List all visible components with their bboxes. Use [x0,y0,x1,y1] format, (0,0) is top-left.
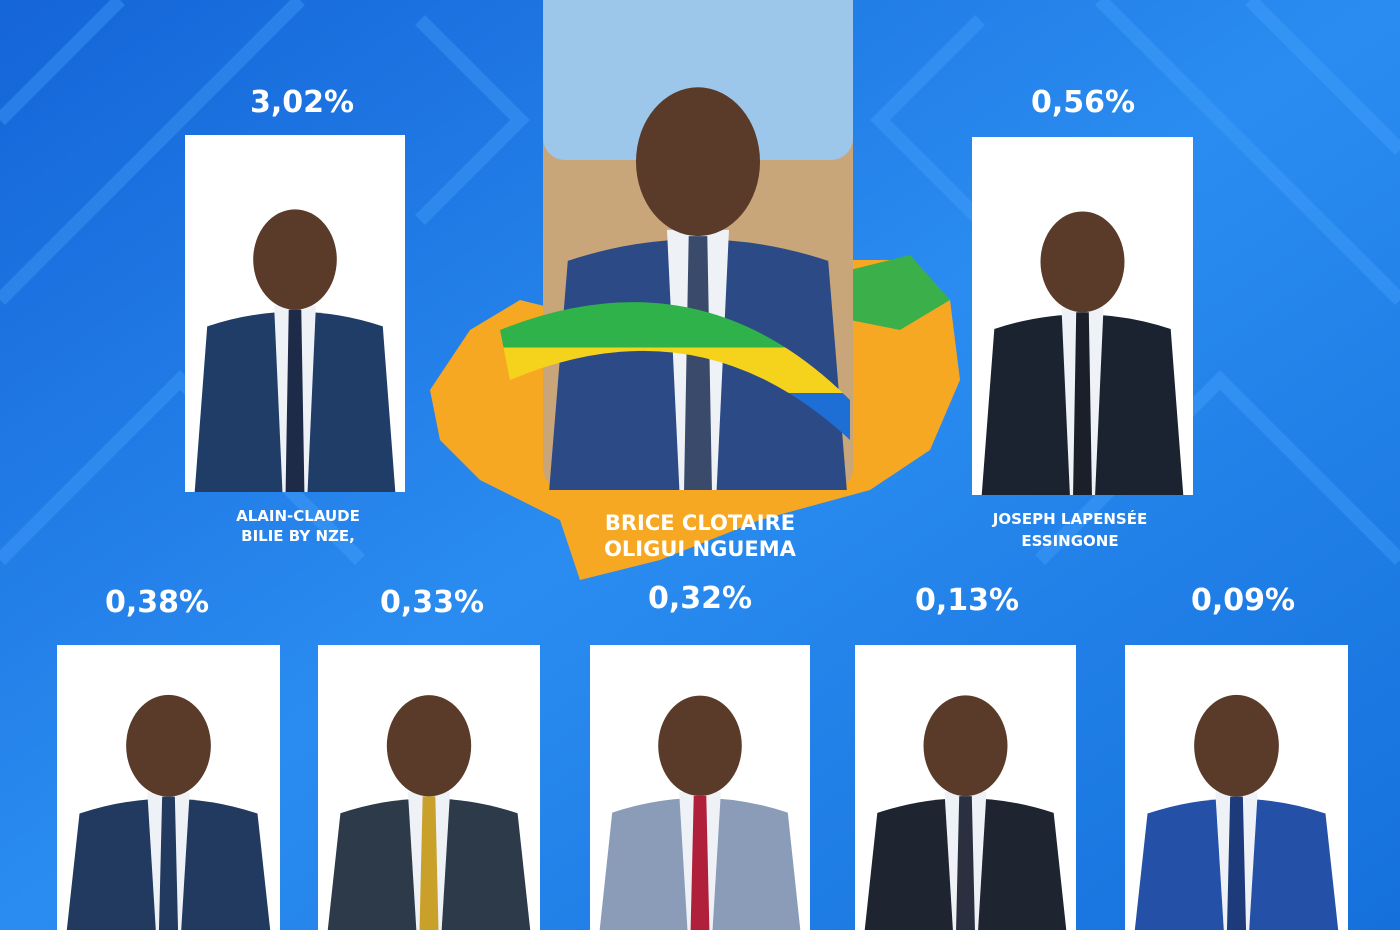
featured-name: OLIGUI NGUEMA [604,537,797,561]
tie [419,796,439,930]
head [636,87,760,237]
candidate-name: ESSINGONE [1021,532,1118,550]
tie [684,236,712,490]
candidate-name: ALAIN-CLAUDE [236,507,360,525]
vote-share: 3,02% [250,85,354,120]
tie [956,796,975,930]
head [1194,694,1279,797]
head [1040,211,1125,313]
tie [1073,312,1092,495]
vote-share: 0,38% [105,585,209,620]
tie [690,795,710,930]
vote-share: 0,33% [380,585,484,620]
sky [543,0,853,160]
head [658,695,742,796]
vote-share: 0,13% [915,583,1019,618]
flag-ribbon [500,302,850,440]
tie [158,796,179,930]
head [386,695,472,797]
map-shape [850,255,950,330]
tie [285,309,305,492]
head [253,209,337,310]
head [923,695,1008,797]
candidate-name: JOSEPH LAPENSÉE [992,509,1147,528]
vote-share: 0,32% [648,581,752,616]
featured-name: BRICE CLOTAIRE [605,511,795,535]
vote-share: 0,56% [1031,85,1135,120]
background-pattern [0,0,1400,565]
vote-share: 0,09% [1191,583,1295,618]
candidate-name: BILIE BY NZE, [241,527,355,545]
tie [1226,796,1247,930]
head [126,694,211,797]
